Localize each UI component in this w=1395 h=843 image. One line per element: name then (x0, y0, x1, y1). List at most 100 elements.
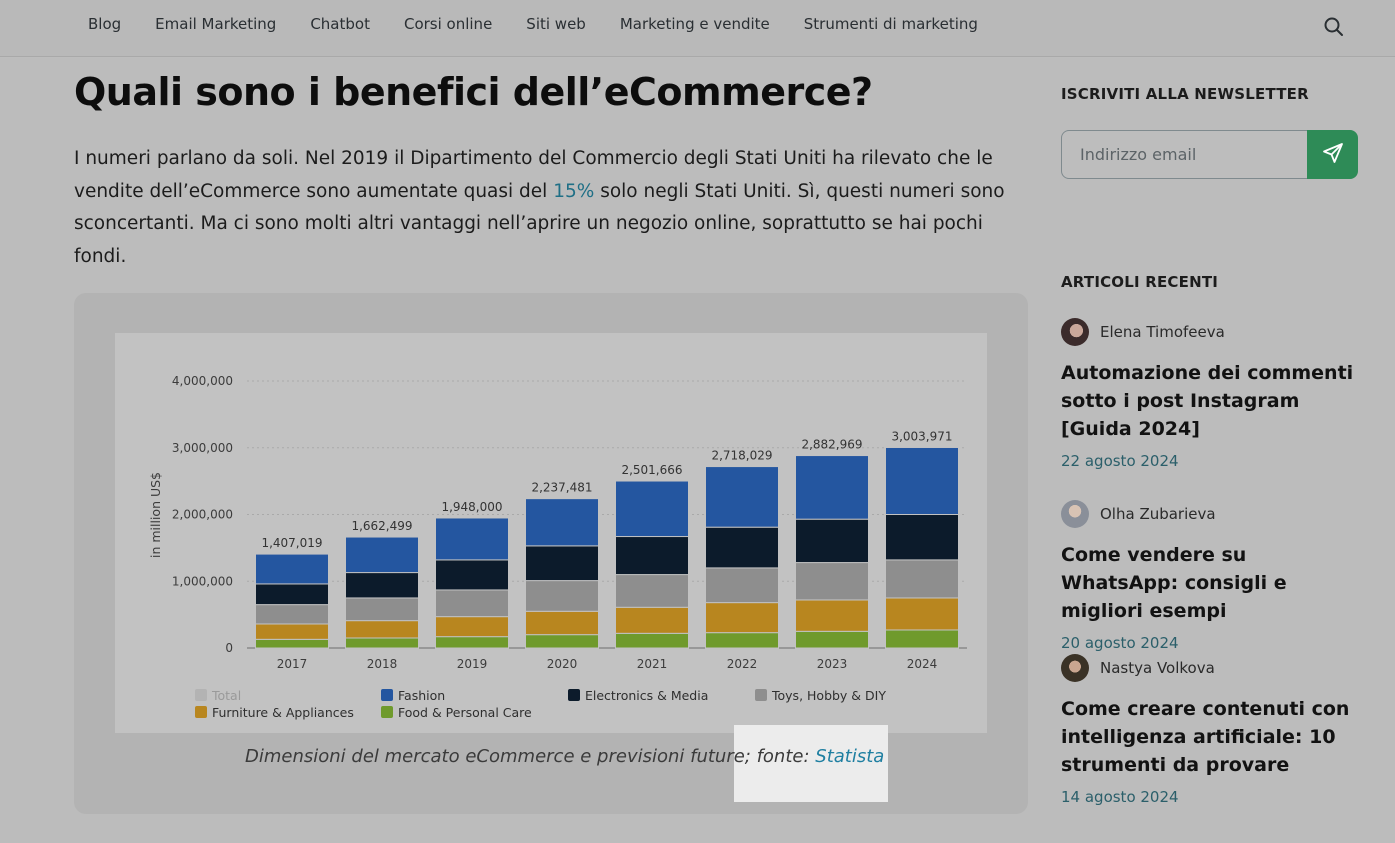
email-field[interactable] (1062, 131, 1307, 178)
bar-segment (345, 572, 419, 599)
legend-swatch (195, 689, 207, 701)
top-nav: Blog Email Marketing Chatbot Corsi onlin… (0, 0, 1395, 57)
author-name[interactable]: Nastya Volkova (1100, 659, 1215, 677)
nav-item-email-marketing[interactable]: Email Marketing (155, 15, 277, 33)
recent-post: Elena Timofeeva Automazione dei commenti… (1061, 318, 1361, 470)
article-intro: I numeri parlano da soli. Nel 2019 il Di… (74, 143, 1024, 273)
bar-segment (255, 623, 329, 640)
bar-segment (525, 634, 599, 649)
y-tick-label: 1,000,000 (172, 574, 233, 588)
author-name[interactable]: Elena Timofeeva (1100, 323, 1225, 341)
legend-swatch (381, 689, 393, 701)
recent-post: Olha Zubarieva Come vendere su WhatsApp:… (1061, 500, 1361, 652)
x-tick-label: 2022 (727, 657, 758, 671)
nav-item-strumenti[interactable]: Strumenti di marketing (803, 15, 978, 33)
bar-segment (615, 632, 689, 649)
legend-label: Fashion (398, 688, 445, 703)
bar-segment (525, 610, 599, 636)
nav-menu: Blog Email Marketing Chatbot Corsi onlin… (88, 15, 1012, 33)
send-button[interactable] (1307, 130, 1358, 179)
bar-segment (525, 545, 599, 582)
x-tick-label: 2017 (277, 657, 308, 671)
bar-segment (435, 517, 509, 561)
y-tick-label: 0 (225, 641, 233, 655)
bar-segment (525, 580, 599, 612)
legend-swatch (568, 689, 580, 701)
post-title[interactable]: Come vendere su WhatsApp: consigli e mig… (1061, 544, 1287, 622)
send-icon (1321, 141, 1345, 169)
total-data-label: 2,882,969 (801, 438, 862, 452)
bar-segment (255, 638, 329, 649)
avatar (1061, 318, 1089, 346)
post-title[interactable]: Come creare contenuti con intelligenza a… (1061, 698, 1350, 776)
bar-segment (255, 604, 329, 625)
bar-segment (435, 589, 509, 618)
post-author: Elena Timofeeva (1061, 318, 1361, 346)
post-date: 22 agosto 2024 (1061, 452, 1179, 470)
intro-text-end: solo negli Stati Uniti. Sì, questi numer… (74, 180, 1005, 267)
legend-swatch (381, 706, 393, 718)
bar-segment (615, 606, 689, 634)
bar-segment (615, 480, 689, 538)
legend-swatch (195, 706, 207, 718)
x-tick-label: 2023 (817, 657, 848, 671)
newsletter-form (1061, 130, 1358, 179)
bar-segment (705, 526, 779, 569)
y-tick-label: 2,000,000 (172, 508, 233, 522)
bar-segment (435, 636, 509, 649)
y-tick-label: 3,000,000 (172, 441, 233, 455)
nav-item-siti-web[interactable]: Siti web (526, 15, 586, 33)
chart-frame: 0 1,000,000 2,000,000 3,000,000 4,000,000 in … (115, 333, 987, 733)
legend-label: Electronics & Media (585, 688, 708, 703)
bar-segment (345, 637, 419, 649)
bar-segment (795, 599, 869, 632)
bar-segment (795, 518, 869, 564)
bar-segment (705, 602, 779, 634)
legend-label: Total (211, 688, 241, 703)
ecommerce-market-chart: 0 1,000,000 2,000,000 3,000,000 4,000,000 in … (148, 374, 967, 720)
x-tick-label: 2019 (457, 657, 488, 671)
total-data-label: 1,662,499 (351, 519, 412, 533)
x-tick-label: 2021 (637, 657, 668, 671)
highlight-box (734, 725, 888, 802)
bar-segment (795, 455, 869, 520)
total-data-label: 2,501,666 (621, 463, 682, 477)
post-title[interactable]: Automazione dei commenti sotto i post In… (1061, 362, 1354, 440)
legend-label: Furniture & Appliances (212, 705, 354, 720)
nav-item-blog[interactable]: Blog (88, 15, 122, 33)
bar-segment (705, 567, 779, 604)
bar-segment (885, 514, 959, 561)
total-data-label: 2,718,029 (711, 449, 772, 463)
newsletter-heading: ISCRIVITI ALLA NEWSLETTER (1061, 85, 1309, 103)
y-axis-label: in million US$ (148, 472, 163, 558)
recent-post: Nastya Volkova Come creare contenuti con… (1061, 654, 1361, 806)
nav-item-marketing-vendite[interactable]: Marketing e vendite (619, 15, 770, 33)
bar-segment (255, 553, 329, 585)
bar-segment (255, 583, 329, 606)
bar-segment (435, 559, 509, 591)
caption-source-link[interactable]: Statista (815, 746, 885, 767)
total-data-label: 3,003,971 (891, 429, 952, 443)
x-tick-label: 2024 (907, 657, 938, 671)
bar-segment (525, 498, 599, 547)
author-name[interactable]: Olha Zubarieva (1100, 505, 1216, 523)
article-title: Quali sono i benefici dell’eCommerce? (74, 70, 873, 114)
nav-item-chatbot[interactable]: Chatbot (310, 15, 370, 33)
intro-link-15-percent[interactable]: 15% (553, 180, 595, 202)
caption-text: Dimensioni del mercato eCommerce e previ… (245, 746, 816, 767)
avatar (1061, 654, 1089, 682)
total-data-label: 1,407,019 (261, 536, 322, 550)
intro-text-start: I numeri parlano da soli. Nel 2019 il Di… (74, 148, 993, 202)
legend-swatch (755, 689, 767, 701)
post-author: Nastya Volkova (1061, 654, 1361, 682)
post-author: Olha Zubarieva (1061, 500, 1361, 528)
bar-segment (435, 616, 509, 638)
search-icon[interactable] (1323, 16, 1345, 38)
avatar (1061, 500, 1089, 528)
bar-segment (705, 632, 779, 649)
nav-item-corsi-online[interactable]: Corsi online (403, 15, 493, 33)
bar-segment (885, 559, 959, 599)
bar-segment (885, 446, 959, 515)
bar-segment (345, 536, 419, 574)
bar-segment (705, 466, 779, 528)
